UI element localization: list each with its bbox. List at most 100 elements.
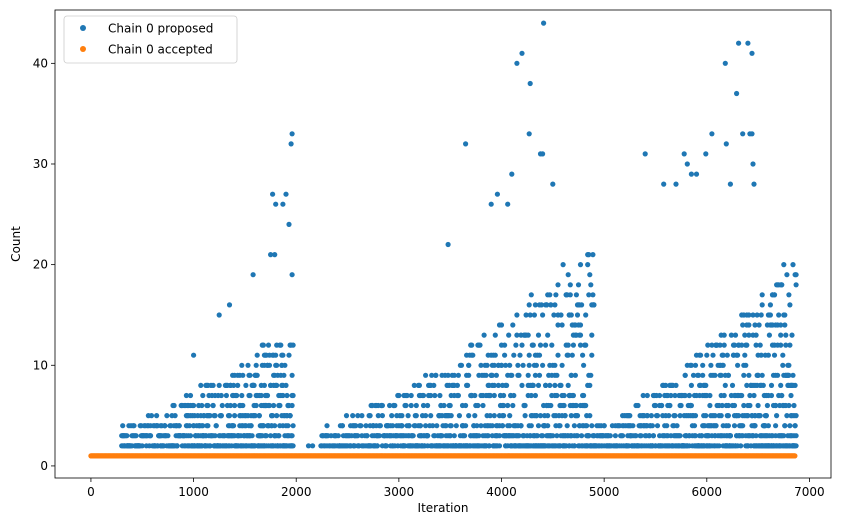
proposed-point [692,413,699,419]
y-tick-label: 10 [33,358,48,372]
proposed-point [786,292,792,298]
proposed-point [290,423,296,429]
proposed-point [491,382,497,388]
proposed-point [710,352,716,358]
proposed-point [379,413,385,419]
proposed-point [755,402,761,409]
proposed-point [536,372,543,378]
proposed-point [561,392,567,399]
proposed-point [579,433,585,439]
proposed-point [526,302,532,308]
proposed-point [558,312,564,318]
proposed-point [717,342,723,348]
proposed-point [554,372,560,378]
proposed-point [763,433,769,439]
proposed-point [721,392,727,399]
proposed-point [475,402,481,409]
proposed-point [591,302,597,308]
proposed-point [350,413,356,419]
proposed-point [520,362,526,368]
proposed-point [547,292,553,298]
proposed-point [728,332,735,338]
proposed-point [472,392,478,399]
proposed-point [767,312,774,318]
proposed-point [573,402,580,409]
x-tick-label: 6000 [692,485,723,499]
proposed-point [478,362,484,368]
proposed-point [273,352,279,358]
proposed-point [589,352,595,358]
proposed-point [428,392,434,399]
proposed-point [742,352,748,358]
proposed-point [540,151,546,157]
proposed-point [751,181,757,187]
proposed-point [570,392,577,399]
proposed-point [673,181,679,187]
proposed-point [759,302,765,308]
proposed-point [408,402,414,409]
proposed-point [585,262,591,268]
proposed-point [554,433,560,439]
legend-marker-accepted [80,46,86,52]
proposed-point [266,362,273,368]
proposed-point [232,402,238,409]
proposed-point [240,372,246,378]
proposed-point [183,392,189,399]
proposed-point [547,382,553,388]
proposed-point [265,342,272,348]
proposed-point [533,362,540,368]
proposed-point [434,423,440,429]
proposed-point [793,433,799,439]
proposed-point [210,382,216,388]
proposed-point [699,433,705,439]
proposed-point [503,362,509,368]
proposed-point [509,171,515,177]
proposed-point [504,382,510,388]
proposed-point [491,392,497,399]
proposed-point [583,402,589,409]
y-tick-label: 20 [33,258,48,272]
proposed-point [764,402,771,409]
proposed-point [698,352,704,358]
proposed-point [587,272,593,278]
plot-frame [54,9,832,479]
proposed-point [747,402,753,409]
proposed-point [722,60,728,66]
proposed-point [725,413,732,419]
proposed-point [408,392,414,399]
proposed-point [247,372,253,378]
proposed-point [543,342,549,348]
proposed-point [664,423,670,429]
proposed-point [786,362,792,368]
proposed-point [779,392,785,399]
proposed-point [432,392,438,399]
proposed-point [253,362,259,368]
proposed-point [696,372,702,378]
proposed-point [148,413,155,419]
proposed-point [718,372,724,378]
proposed-point [514,60,520,66]
proposed-point [688,382,695,388]
proposed-point [692,433,699,439]
proposed-point [448,413,454,419]
proposed-point [284,392,290,399]
proposed-point [736,413,742,419]
proposed-point [231,382,237,388]
proposed-point [581,392,587,399]
proposed-point [270,191,276,197]
proposed-point [268,433,274,439]
series-accepted-points [88,453,798,459]
proposed-point [759,372,765,378]
proposed-point [678,402,684,409]
proposed-point [746,372,752,378]
proposed-point [719,402,725,409]
proposed-point [709,131,715,137]
proposed-point [200,423,206,429]
proposed-point [530,342,536,348]
accepted-point [792,453,798,459]
proposed-point [567,292,573,298]
proposed-point [703,151,709,157]
proposed-point [256,413,262,419]
proposed-point [289,272,295,278]
